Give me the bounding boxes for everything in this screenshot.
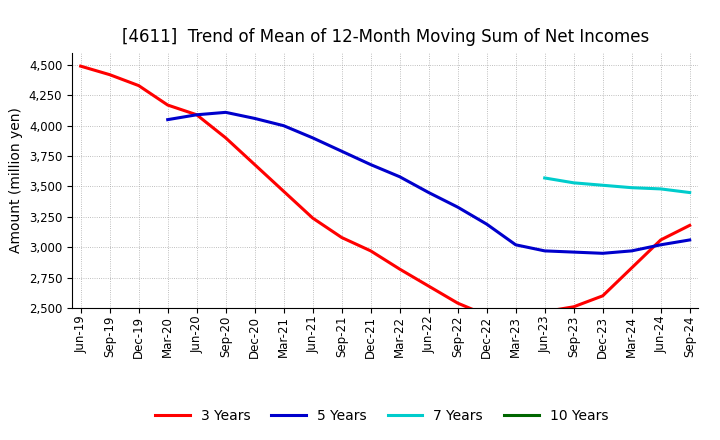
3 Years [163, 103, 172, 108]
3 Years [338, 235, 346, 240]
7 Years [685, 190, 694, 195]
3 Years [395, 267, 404, 272]
Line: 7 Years: 7 Years [545, 178, 690, 193]
5 Years [251, 116, 259, 121]
3 Years [192, 112, 201, 117]
3 Years [279, 189, 288, 194]
5 Years [163, 117, 172, 122]
5 Years [570, 249, 578, 255]
5 Years [598, 251, 607, 256]
5 Years [221, 110, 230, 115]
5 Years [511, 242, 520, 247]
3 Years [657, 237, 665, 242]
7 Years [598, 183, 607, 188]
5 Years [627, 248, 636, 253]
3 Years [424, 283, 433, 289]
3 Years [598, 293, 607, 298]
3 Years [627, 265, 636, 271]
Legend: 3 Years, 5 Years, 7 Years, 10 Years: 3 Years, 5 Years, 7 Years, 10 Years [150, 403, 613, 429]
Y-axis label: Amount (million yen): Amount (million yen) [9, 107, 23, 253]
3 Years [454, 301, 462, 306]
3 Years [541, 309, 549, 314]
3 Years [251, 162, 259, 167]
3 Years [511, 314, 520, 319]
Line: 5 Years: 5 Years [168, 112, 690, 253]
5 Years [657, 242, 665, 247]
5 Years [192, 112, 201, 117]
5 Years [338, 149, 346, 154]
3 Years [482, 313, 491, 318]
7 Years [657, 186, 665, 191]
5 Years [395, 174, 404, 180]
5 Years [454, 205, 462, 210]
3 Years [366, 248, 375, 253]
7 Years [627, 185, 636, 191]
7 Years [541, 175, 549, 180]
3 Years [308, 216, 317, 221]
3 Years [76, 63, 85, 69]
5 Years [541, 248, 549, 253]
5 Years [366, 162, 375, 167]
3 Years [570, 304, 578, 309]
7 Years [570, 180, 578, 186]
3 Years [685, 223, 694, 228]
5 Years [308, 135, 317, 140]
Title: [4611]  Trend of Mean of 12-Month Moving Sum of Net Incomes: [4611] Trend of Mean of 12-Month Moving … [122, 28, 649, 46]
5 Years [685, 237, 694, 242]
5 Years [482, 221, 491, 227]
5 Years [424, 190, 433, 195]
Line: 3 Years: 3 Years [81, 66, 690, 316]
3 Years [135, 83, 143, 88]
5 Years [279, 123, 288, 128]
3 Years [105, 72, 114, 77]
3 Years [221, 135, 230, 140]
